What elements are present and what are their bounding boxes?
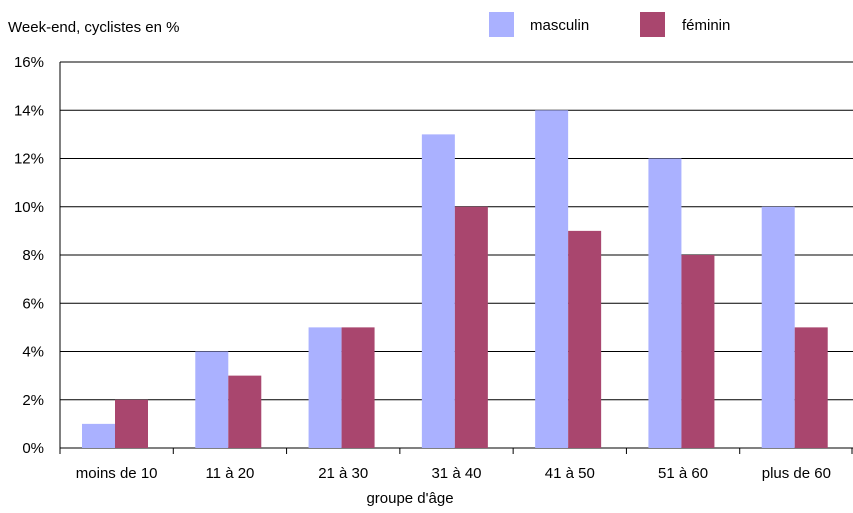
y-tick-label: 2%	[22, 392, 44, 409]
y-tick-label: 14%	[14, 102, 44, 119]
x-tick-label: moins de 10	[76, 465, 158, 482]
y-tick-label: 12%	[14, 151, 44, 168]
bar-masculin	[82, 423, 115, 448]
y-tick-label: 4%	[22, 344, 44, 361]
legend-label-feminin: féminin	[682, 17, 730, 34]
x-tick-label: 21 à 30	[318, 465, 368, 482]
bar-masculin	[535, 110, 569, 448]
bars	[82, 110, 828, 448]
bar-feminin	[115, 399, 148, 448]
x-tick-label: 11 à 20	[205, 465, 254, 482]
legend-label-masculin: masculin	[530, 17, 589, 34]
bar-feminin	[341, 327, 375, 448]
y-tick-label: 0%	[22, 440, 44, 457]
bar-feminin	[794, 327, 828, 448]
x-tick-label: 41 à 50	[545, 465, 595, 482]
x-tick-label: plus de 60	[762, 465, 831, 482]
legend-swatch-feminin	[640, 12, 665, 37]
legend-swatch-masculin	[489, 12, 514, 37]
y-tick-label: 16%	[14, 54, 44, 71]
bar-masculin	[195, 351, 229, 448]
y-tick-label: 10%	[14, 199, 44, 216]
bar-feminin	[228, 375, 262, 448]
x-tick-label: 31 à 40	[431, 465, 481, 482]
bar-masculin	[648, 158, 682, 448]
bar-feminin	[681, 255, 715, 448]
y-tick-label: 8%	[22, 247, 44, 264]
bar-masculin	[761, 206, 795, 448]
bar-feminin	[568, 230, 602, 448]
legend: masculin féminin	[489, 12, 730, 37]
bar-masculin	[308, 327, 342, 448]
axes: 0% 2% 4% 6% 8% 10% 12% 14% 16% moins de 10 11 à 20…	[14, 54, 853, 482]
bar-masculin	[421, 134, 455, 448]
bar-feminin	[454, 206, 488, 448]
y-tick-label: 6%	[22, 295, 44, 312]
chart-title: Week-end, cyclistes en %	[8, 19, 179, 36]
x-axis-title: groupe d'âge	[366, 490, 453, 507]
x-tick-label: 51 à 60	[658, 465, 708, 482]
